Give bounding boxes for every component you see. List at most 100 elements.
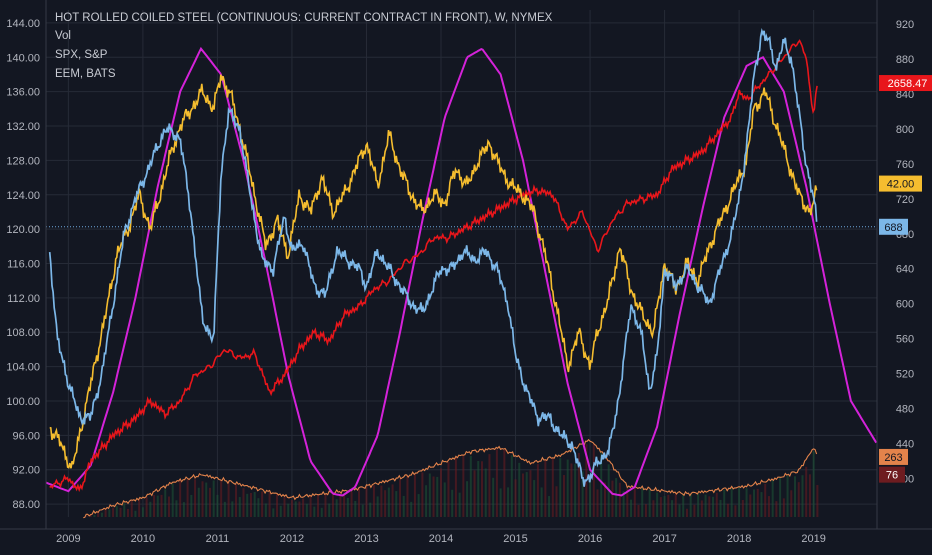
volume-bar: [741, 499, 744, 517]
last-value-badge: [879, 448, 908, 465]
volume-bar: [592, 443, 595, 517]
volume-bar: [674, 493, 677, 517]
volume-bar: [630, 499, 633, 517]
volume-bar: [745, 488, 748, 517]
volume-bar: [730, 488, 733, 517]
x-axis-tick-label: 2012: [280, 533, 304, 545]
right-axis-tick-label: 480: [896, 404, 914, 416]
volume-bar: [596, 489, 599, 517]
volume-bar: [451, 489, 454, 517]
volume-bar: [343, 495, 346, 517]
volume-bar: [771, 480, 774, 517]
volume-bar: [93, 515, 96, 517]
volume-bar: [264, 503, 267, 517]
volume-bar: [738, 487, 741, 517]
last-value-badge-label: 76: [886, 470, 898, 482]
volume-bar: [399, 479, 402, 517]
volume-bar: [726, 503, 729, 517]
volume-bar: [495, 449, 498, 517]
volume-bar: [358, 488, 361, 517]
volume-bar: [723, 489, 726, 517]
volume-bar: [298, 501, 301, 517]
series-line-spx: [49, 39, 818, 493]
volume-bar: [637, 504, 640, 517]
legend-vol: Vol: [55, 30, 71, 42]
volume-bar: [119, 507, 122, 517]
volume-bar: [477, 461, 480, 517]
volume-bar: [574, 464, 577, 517]
left-axis-tick-label: 140.00: [6, 52, 40, 64]
volume-bar: [417, 494, 420, 517]
volume-bar: [253, 491, 256, 517]
x-axis-tick-label: 2011: [206, 533, 230, 545]
volume-bar: [440, 468, 443, 517]
volume-bar: [447, 461, 450, 517]
volume-bar: [600, 452, 603, 517]
right-axis-tick-label: 560: [896, 334, 914, 346]
right-axis-tick-label: 920: [896, 19, 914, 31]
volume-bar: [689, 493, 692, 517]
left-axis-tick-label: 100.00: [6, 396, 40, 408]
left-axis-tick-label: 144.00: [6, 18, 40, 30]
volume-bar: [473, 470, 476, 517]
volume-bar: [186, 478, 189, 517]
volume-bar: [138, 498, 141, 517]
volume-bar: [719, 499, 722, 517]
volume-bar: [436, 476, 439, 517]
last-value-badge: [879, 218, 908, 235]
volume-bar: [749, 494, 752, 517]
volume-bar: [153, 495, 156, 517]
volume-bar: [544, 459, 547, 517]
volume-bar: [160, 494, 163, 517]
volume-bar: [89, 514, 92, 517]
volume-bar: [712, 496, 715, 517]
volume-bar: [413, 473, 416, 517]
volume-bar: [466, 481, 469, 517]
volume-bar: [805, 466, 808, 517]
right-axis-tick-label: 720: [896, 194, 914, 206]
series-layer: [45, 27, 878, 519]
volume-bars-layer: [85, 443, 819, 517]
volume-bar: [753, 489, 756, 517]
volume-bar: [294, 501, 297, 517]
last-value-badge: [879, 466, 905, 483]
volume-bar: [402, 495, 405, 517]
volume-bar: [190, 494, 193, 517]
volume-bar: [387, 487, 390, 517]
volume-bar: [682, 493, 685, 517]
volume-bar: [290, 500, 293, 517]
volume-bar: [123, 503, 126, 517]
volume-bar: [328, 503, 331, 517]
volume-bar: [164, 489, 167, 517]
volume-bar: [540, 487, 543, 517]
last-value-badge-label: 2658.47: [888, 78, 928, 90]
volume-bar: [384, 490, 387, 517]
volume-bar: [551, 457, 554, 517]
volume-bar: [808, 474, 811, 517]
volume-bar: [141, 507, 144, 517]
last-value-badge-label: 263: [884, 452, 902, 464]
volume-bar: [611, 480, 614, 517]
volume-bar: [428, 473, 431, 517]
grid-layer: [46, 10, 877, 517]
volume-bar: [794, 476, 797, 517]
left-axis-tick-label: 120.00: [6, 224, 40, 236]
volume-bar: [555, 486, 558, 517]
volume-bar: [693, 504, 696, 517]
volume-bar: [704, 494, 707, 517]
x-axis-tick-label: 2013: [354, 533, 378, 545]
volume-bar: [469, 455, 472, 517]
right-axis-tick-label: 520: [896, 369, 914, 381]
volume-bar: [492, 477, 495, 517]
volume-bar: [779, 477, 782, 517]
volume-bar: [562, 475, 565, 517]
volume-bar: [112, 507, 115, 517]
volume-bar: [395, 491, 398, 517]
volume-bar: [667, 494, 670, 517]
volume-bar: [130, 500, 133, 517]
volume-bar: [145, 496, 148, 517]
right-axis-tick-label: 440: [896, 439, 914, 451]
volume-bar: [529, 470, 532, 517]
